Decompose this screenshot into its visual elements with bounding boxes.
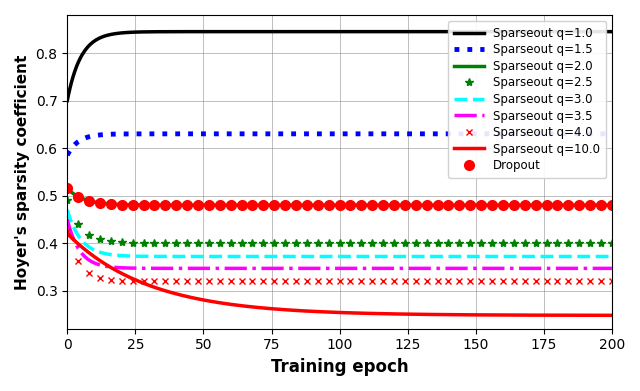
Sparseout q=4.0: [183, 279, 191, 283]
Sparseout q=3.5: [411, 266, 419, 271]
Sparseout q=2.5: [423, 241, 431, 246]
Dropout: [237, 203, 245, 208]
Sparseout q=1.5: [608, 131, 616, 136]
Line: Sparseout q=1.5: Sparseout q=1.5: [67, 134, 612, 155]
Sparseout q=1.5: [337, 131, 345, 136]
Line: Sparseout q=2.0: Sparseout q=2.0: [67, 188, 612, 205]
Sparseout q=3.0: [552, 254, 560, 259]
Sparseout q=4.0: [597, 279, 605, 283]
Y-axis label: Hoyer's sparsity coefficient: Hoyer's sparsity coefficient: [15, 54, 30, 290]
Sparseout q=1.5: [464, 131, 472, 136]
Sparseout q=10.0: [63, 231, 71, 236]
Sparseout q=1.0: [63, 98, 71, 103]
Sparseout q=3.0: [63, 208, 71, 212]
Sparseout q=2.0: [63, 186, 71, 191]
Sparseout q=2.0: [259, 203, 267, 208]
Sparseout q=3.0: [134, 254, 142, 258]
Sparseout q=10.0: [462, 312, 470, 317]
Sparseout q=3.5: [503, 266, 511, 271]
Sparseout q=1.5: [411, 131, 419, 136]
Sparseout q=2.0: [411, 203, 419, 208]
Sparseout q=10.0: [362, 311, 369, 316]
Line: Dropout: Dropout: [63, 184, 617, 210]
Sparseout q=3.5: [362, 266, 369, 271]
Sparseout q=4.0: [608, 279, 616, 283]
Sparseout q=10.0: [259, 306, 267, 310]
Sparseout q=4.0: [423, 279, 431, 283]
Dropout: [597, 203, 605, 208]
Sparseout q=2.0: [362, 203, 369, 208]
Sparseout q=2.5: [227, 241, 234, 246]
Sparseout q=3.5: [608, 266, 616, 271]
Sparseout q=2.0: [605, 203, 613, 208]
Sparseout q=1.5: [438, 131, 445, 136]
Sparseout q=3.0: [259, 254, 267, 259]
Sparseout q=2.0: [608, 203, 616, 208]
Sparseout q=1.0: [337, 29, 345, 34]
Sparseout q=1.0: [362, 29, 369, 34]
X-axis label: Training epoch: Training epoch: [271, 358, 408, 376]
Sparseout q=1.0: [608, 29, 616, 34]
Sparseout q=2.5: [237, 241, 245, 246]
Sparseout q=2.5: [554, 241, 561, 246]
Sparseout q=3.0: [411, 254, 419, 259]
Dropout: [423, 203, 431, 208]
Line: Sparseout q=1.0: Sparseout q=1.0: [67, 32, 612, 100]
Line: Sparseout q=10.0: Sparseout q=10.0: [67, 234, 612, 315]
Sparseout q=1.5: [63, 153, 71, 158]
Sparseout q=2.0: [462, 203, 470, 208]
Sparseout q=2.5: [63, 198, 71, 203]
Sparseout q=10.0: [608, 313, 616, 317]
Dropout: [183, 203, 191, 208]
Sparseout q=2.5: [183, 241, 191, 246]
Sparseout q=1.5: [134, 131, 142, 136]
Sparseout q=3.5: [63, 217, 71, 222]
Line: Sparseout q=4.0: Sparseout q=4.0: [64, 228, 615, 285]
Sparseout q=2.0: [337, 203, 345, 208]
Sparseout q=4.0: [63, 229, 71, 234]
Sparseout q=2.5: [597, 241, 605, 246]
Sparseout q=4.0: [237, 279, 245, 283]
Line: Sparseout q=2.5: Sparseout q=2.5: [63, 196, 616, 248]
Sparseout q=1.0: [134, 30, 142, 34]
Dropout: [227, 203, 234, 208]
Sparseout q=3.5: [337, 266, 345, 271]
Sparseout q=1.5: [362, 131, 369, 136]
Sparseout q=1.0: [462, 29, 470, 34]
Line: Sparseout q=3.0: Sparseout q=3.0: [67, 210, 612, 256]
Sparseout q=1.0: [259, 29, 267, 34]
Sparseout q=10.0: [411, 312, 419, 317]
Sparseout q=4.0: [510, 279, 518, 283]
Sparseout q=10.0: [337, 310, 345, 315]
Sparseout q=2.0: [134, 203, 142, 207]
Sparseout q=4.0: [456, 279, 463, 283]
Dropout: [63, 186, 71, 191]
Sparseout q=2.5: [608, 241, 616, 246]
Sparseout q=3.5: [462, 266, 470, 271]
Sparseout q=3.0: [362, 254, 369, 259]
Sparseout q=3.5: [259, 266, 267, 271]
Sparseout q=3.0: [337, 254, 345, 259]
Sparseout q=1.0: [411, 29, 419, 34]
Sparseout q=1.0: [547, 29, 554, 34]
Dropout: [456, 203, 463, 208]
Dropout: [608, 203, 616, 208]
Sparseout q=10.0: [134, 279, 142, 283]
Sparseout q=3.5: [134, 266, 142, 271]
Sparseout q=3.0: [462, 254, 470, 259]
Legend: Sparseout q=1.0, Sparseout q=1.5, Sparseout q=2.0, Sparseout q=2.5, Sparseout q=: Sparseout q=1.0, Sparseout q=1.5, Sparse…: [448, 21, 606, 178]
Sparseout q=3.0: [608, 254, 616, 259]
Line: Sparseout q=3.5: Sparseout q=3.5: [67, 219, 612, 268]
Sparseout q=2.5: [456, 241, 463, 246]
Sparseout q=4.0: [227, 279, 234, 283]
Sparseout q=1.5: [259, 131, 267, 136]
